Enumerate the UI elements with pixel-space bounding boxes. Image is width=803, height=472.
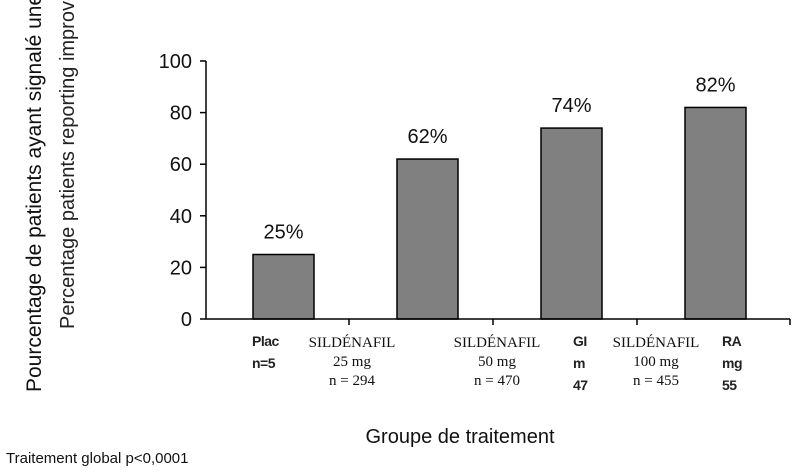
category-label-100mg: SILDÉNAFIL 100 mg n = 455 [594, 334, 718, 391]
bar-2 [540, 127, 603, 320]
x-axis-title: Groupe de traitement [365, 426, 555, 448]
axes-group: 0 20 40 60 80 100 [159, 51, 791, 331]
bar-3 [684, 106, 747, 320]
y-tick-label-0: 0 [181, 309, 192, 331]
category-label-50mg: SILDÉNAFIL 50 mg n = 470 [436, 334, 558, 391]
y-tick-label-3: 60 [170, 154, 192, 176]
data-labels-group: 25% 62% 74% 82% [263, 74, 735, 243]
data-label-2: 74% [551, 95, 591, 117]
y-tick-label-4: 80 [170, 103, 192, 125]
category-label-25mg: SILDÉNAFIL 25 mg n = 294 [293, 334, 411, 391]
y-tick-label-5: 100 [159, 51, 192, 73]
ghost-label-50mg: GI m 47 [573, 333, 588, 393]
data-label-1: 62% [407, 126, 447, 148]
y-axis-title-en: Percentage patients reporting improvemen… [57, 0, 79, 329]
ghost-label-100mg: RA mg 55 [722, 333, 743, 393]
bars-group [252, 106, 747, 320]
data-label-3: 82% [695, 74, 735, 96]
footnote: Traitement global p<0,0001 [6, 450, 189, 467]
ghost-label-placebo: Plac n=5 [252, 333, 279, 371]
y-tick-label-2: 40 [170, 206, 192, 228]
bar-0 [252, 253, 315, 320]
bar-1 [396, 158, 459, 320]
data-label-0: 25% [263, 222, 303, 244]
y-axis-title-fr: Pourcentage de patients ayant signalé un… [23, 0, 46, 392]
y-tick-label-1: 20 [170, 257, 192, 279]
